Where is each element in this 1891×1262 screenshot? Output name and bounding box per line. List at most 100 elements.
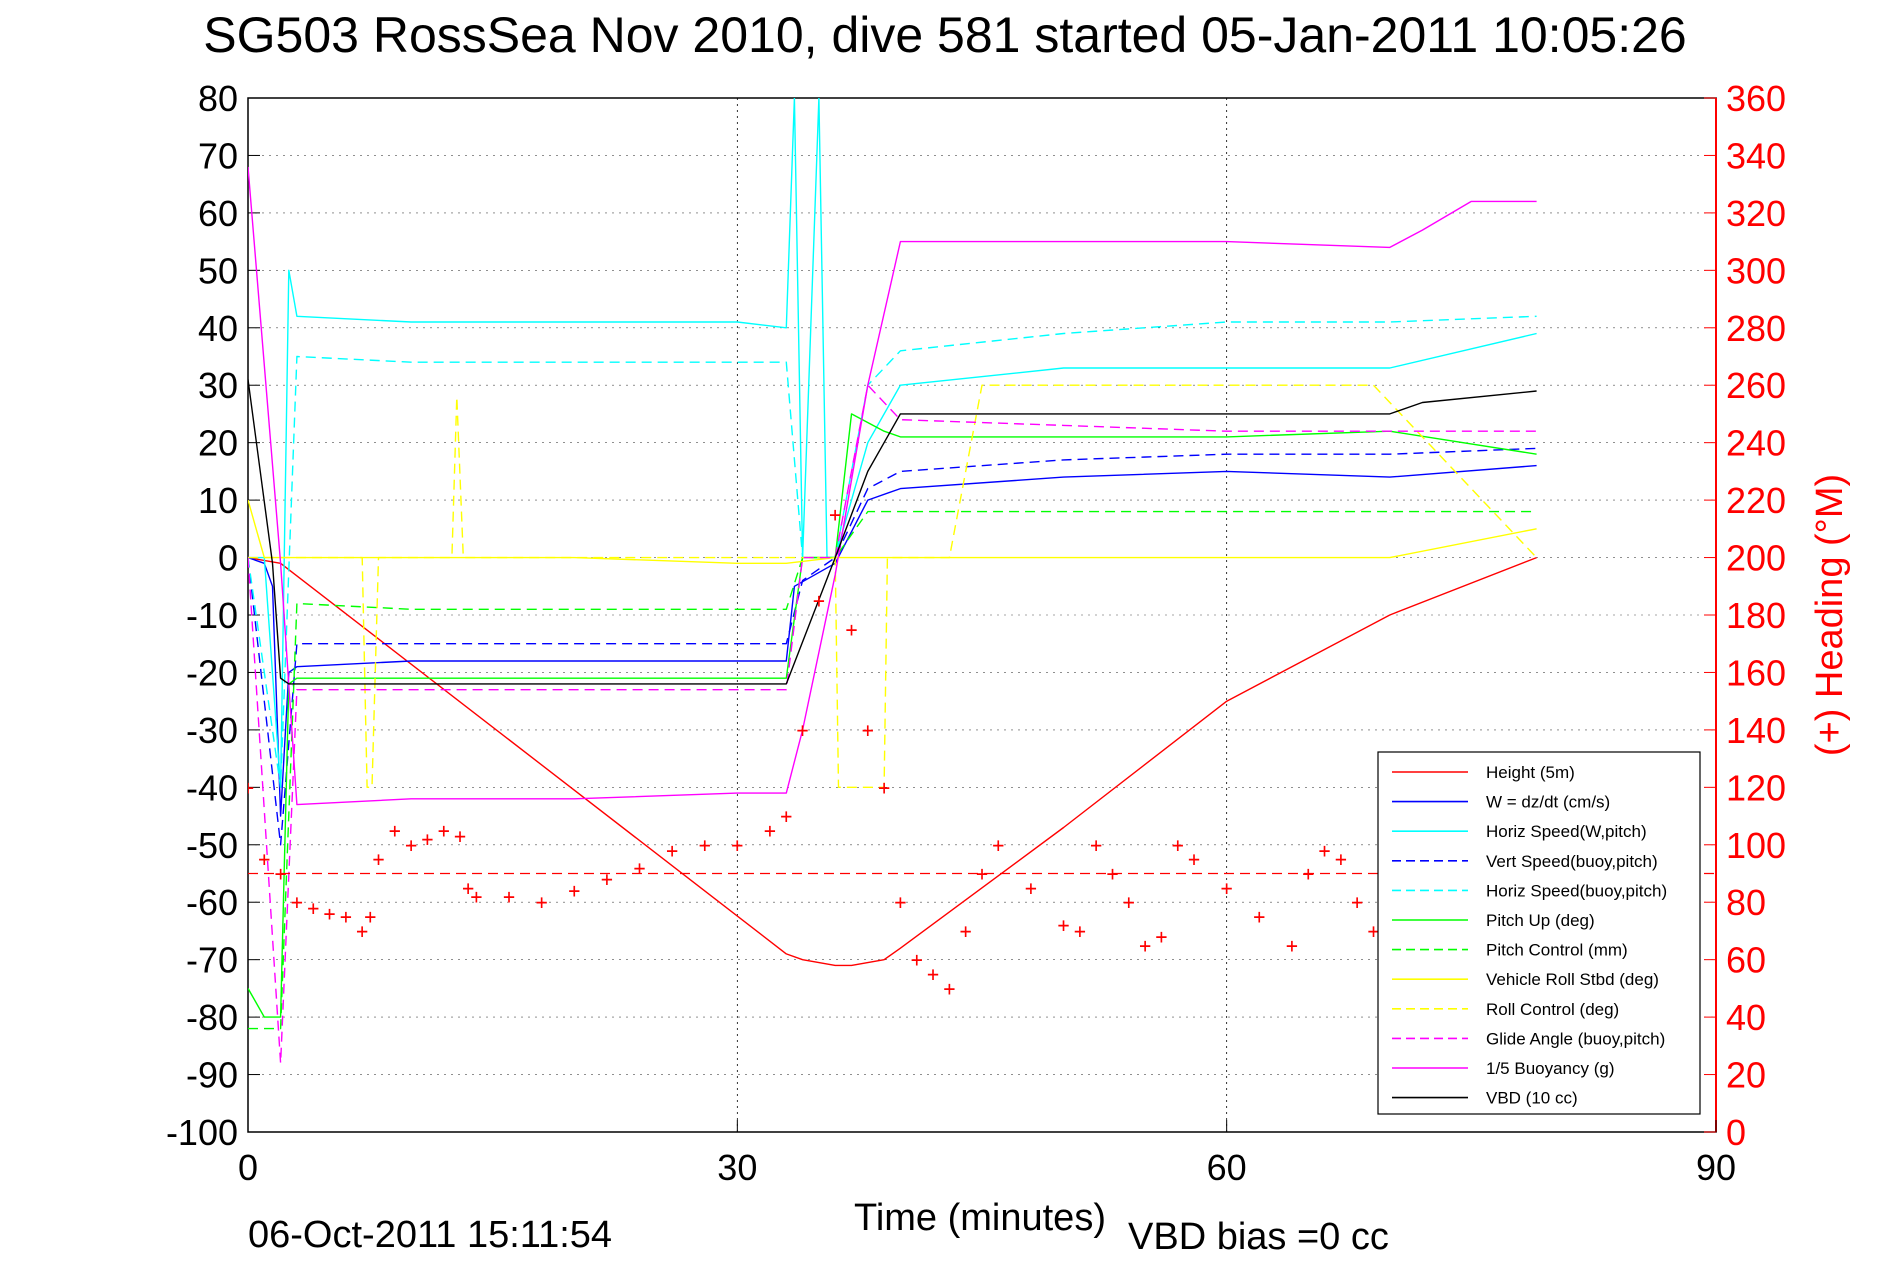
right-tick-label-14: 80	[1726, 882, 1766, 923]
heading-point-15: +	[462, 876, 474, 900]
heading-point-24: +	[731, 833, 743, 857]
heading-point-36: +	[943, 976, 955, 1000]
left-tick-label-0: 80	[198, 78, 238, 119]
left-tick-label-12: -40	[186, 767, 238, 808]
heading-point-28: +	[813, 589, 825, 613]
right-tick-label-5: 260	[1726, 365, 1786, 406]
heading-point-43: +	[1090, 833, 1102, 857]
heading-point-7: +	[356, 919, 368, 943]
heading-point-2: +	[275, 862, 287, 886]
legend-label-10: 1/5 Buoyancy (g)	[1486, 1059, 1615, 1078]
legend-label-8: Roll Control (deg)	[1486, 1000, 1619, 1019]
legend-label-3: Vert Speed(buoy,pitch)	[1486, 852, 1658, 871]
heading-point-38: +	[976, 862, 988, 886]
legend-label-7: Vehicle Roll Stbd (deg)	[1486, 970, 1659, 989]
print-timestamp: 06-Oct-2011 15:11:54	[248, 1214, 613, 1256]
left-tick-label-2: 60	[198, 193, 238, 234]
heading-point-29: +	[829, 502, 841, 526]
right-tick-label-4: 280	[1726, 308, 1786, 349]
series-layer	[248, 98, 1538, 1064]
heading-point-20: +	[601, 867, 613, 891]
heading-point-26: +	[780, 804, 792, 828]
left-tick-label-1: 70	[198, 135, 238, 176]
heading-point-22: +	[666, 839, 678, 863]
heading-point-30: +	[845, 617, 857, 641]
grid-lines	[248, 98, 1716, 1132]
heading-point-50: +	[1221, 876, 1233, 900]
heading-point-8: +	[364, 905, 376, 929]
heading-point-31: +	[862, 718, 874, 742]
right-axis: 3603403203002802602402202001801601401201…	[1704, 78, 1786, 1153]
left-tick-label-10: -20	[186, 652, 238, 693]
heading-point-16: +	[470, 884, 482, 908]
x-tick-label-1: 30	[717, 1147, 757, 1188]
heading-point-48: +	[1172, 833, 1184, 857]
x-axis: 0 30 60 90	[238, 1120, 1736, 1188]
right-tick-label-8: 200	[1726, 538, 1786, 579]
left-tick-label-6: 20	[198, 423, 238, 464]
right-tick-label-15: 60	[1726, 940, 1766, 981]
heading-point-55: +	[1335, 847, 1347, 871]
legend: Height (5m) W = dz/dt (cm/s) Horiz Speed(W…	[1377, 751, 1701, 1115]
heading-point-42: +	[1074, 919, 1086, 943]
heading-point-12: +	[421, 827, 433, 851]
right-tick-label-1: 340	[1726, 135, 1786, 176]
legend-label-6: Pitch Control (mm)	[1486, 941, 1628, 960]
heading-point-56: +	[1351, 890, 1363, 914]
right-tick-label-13: 100	[1726, 825, 1786, 866]
left-tick-label-14: -60	[186, 882, 238, 923]
legend-label-1: W = dz/dt (cm/s)	[1486, 793, 1610, 812]
heading-point-10: +	[389, 818, 401, 842]
left-tick-label-16: -80	[186, 997, 238, 1038]
heading-point-3: +	[291, 890, 303, 914]
heading-point-37: +	[960, 919, 972, 943]
heading-point-32: +	[878, 775, 890, 799]
right-tick-label-18: 0	[1726, 1112, 1746, 1153]
heading-point-33: +	[894, 890, 906, 914]
left-tick-label-18: -100	[166, 1112, 238, 1153]
heading-point-14: +	[454, 824, 466, 848]
series-line-11	[248, 379, 1537, 685]
heading-point-47: +	[1155, 925, 1167, 949]
right-tick-label-7: 220	[1726, 480, 1786, 521]
heading-point-35: +	[927, 962, 939, 986]
heading-point-5: +	[324, 902, 336, 926]
right-tick-label-16: 40	[1726, 997, 1766, 1038]
x-tick-label-0: 0	[238, 1147, 258, 1188]
series-line-8	[248, 384, 1538, 788]
series-line-3	[248, 447, 1537, 846]
left-tick-label-3: 50	[198, 250, 238, 291]
heading-point-45: +	[1123, 890, 1135, 914]
series-line-2	[248, 98, 1537, 788]
heading-point-13: +	[438, 818, 450, 842]
legend-label-0: Height (5m)	[1486, 763, 1575, 782]
series-line-10	[248, 166, 1537, 806]
legend-label-2: Horiz Speed(W,pitch)	[1486, 822, 1647, 841]
legend-label-4: Horiz Speed(buoy,pitch)	[1486, 881, 1667, 900]
right-tick-label-10: 160	[1726, 652, 1786, 693]
right-tick-label-0: 360	[1726, 78, 1786, 119]
series-line-5	[248, 413, 1537, 1018]
heading-point-0: +	[242, 775, 254, 799]
heading-point-21: +	[633, 856, 645, 880]
left-tick-label-15: -70	[186, 940, 238, 981]
right-axis-label: (+) Heading (°M)	[1809, 474, 1851, 756]
vbd-bias-label: VBD bias =0 cc	[1128, 1216, 1389, 1258]
right-tick-label-17: 20	[1726, 1055, 1766, 1096]
heading-point-53: +	[1302, 862, 1314, 886]
heading-point-23: +	[699, 833, 711, 857]
heading-point-34: +	[911, 948, 923, 972]
series-line-9	[248, 384, 1537, 1064]
heading-point-19: +	[568, 879, 580, 903]
left-tick-label-13: -50	[186, 825, 238, 866]
right-tick-label-12: 120	[1726, 767, 1786, 808]
heading-point-27: +	[797, 718, 809, 742]
left-tick-label-7: 10	[198, 480, 238, 521]
heading-point-11: +	[405, 833, 417, 857]
right-tick-label-3: 300	[1726, 250, 1786, 291]
heading-point-4: +	[307, 896, 319, 920]
heading-point-52: +	[1286, 933, 1298, 957]
right-tick-label-11: 140	[1726, 710, 1786, 751]
heading-point-54: +	[1319, 839, 1331, 863]
